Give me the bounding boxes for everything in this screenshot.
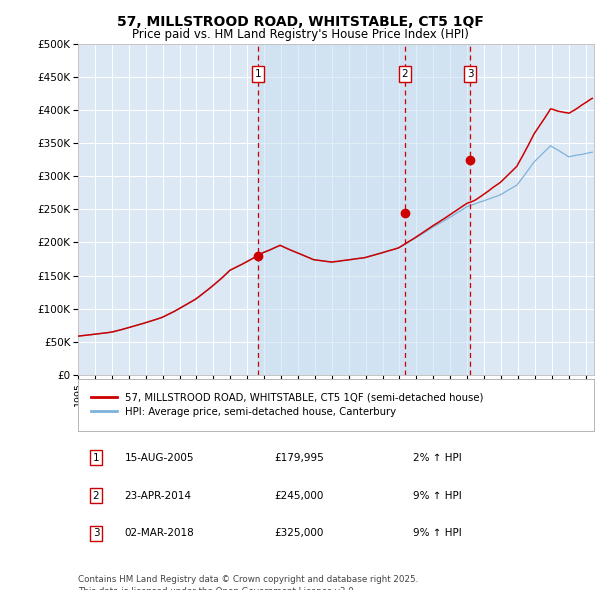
Text: 2: 2: [93, 491, 100, 500]
Text: £325,000: £325,000: [274, 529, 323, 538]
Text: Contains HM Land Registry data © Crown copyright and database right 2025.
This d: Contains HM Land Registry data © Crown c…: [78, 575, 418, 590]
Text: £179,995: £179,995: [274, 453, 324, 463]
Text: Price paid vs. HM Land Registry's House Price Index (HPI): Price paid vs. HM Land Registry's House …: [131, 28, 469, 41]
Text: £245,000: £245,000: [274, 491, 323, 500]
Bar: [257, 44, 470, 375]
Text: 02-MAR-2018: 02-MAR-2018: [124, 529, 194, 538]
Text: 1: 1: [93, 453, 100, 463]
Text: 9% ↑ HPI: 9% ↑ HPI: [413, 491, 462, 500]
Text: 9% ↑ HPI: 9% ↑ HPI: [413, 529, 462, 538]
Text: 3: 3: [93, 529, 100, 538]
Text: 23-APR-2014: 23-APR-2014: [124, 491, 191, 500]
Text: 3: 3: [467, 69, 473, 79]
Text: 1: 1: [254, 69, 261, 79]
Text: 15-AUG-2005: 15-AUG-2005: [124, 453, 194, 463]
Legend: 57, MILLSTROOD ROAD, WHITSTABLE, CT5 1QF (semi-detached house), HPI: Average pri: 57, MILLSTROOD ROAD, WHITSTABLE, CT5 1QF…: [88, 390, 486, 419]
Text: 2% ↑ HPI: 2% ↑ HPI: [413, 453, 462, 463]
Text: 57, MILLSTROOD ROAD, WHITSTABLE, CT5 1QF: 57, MILLSTROOD ROAD, WHITSTABLE, CT5 1QF: [116, 15, 484, 30]
Text: 2: 2: [401, 69, 408, 79]
